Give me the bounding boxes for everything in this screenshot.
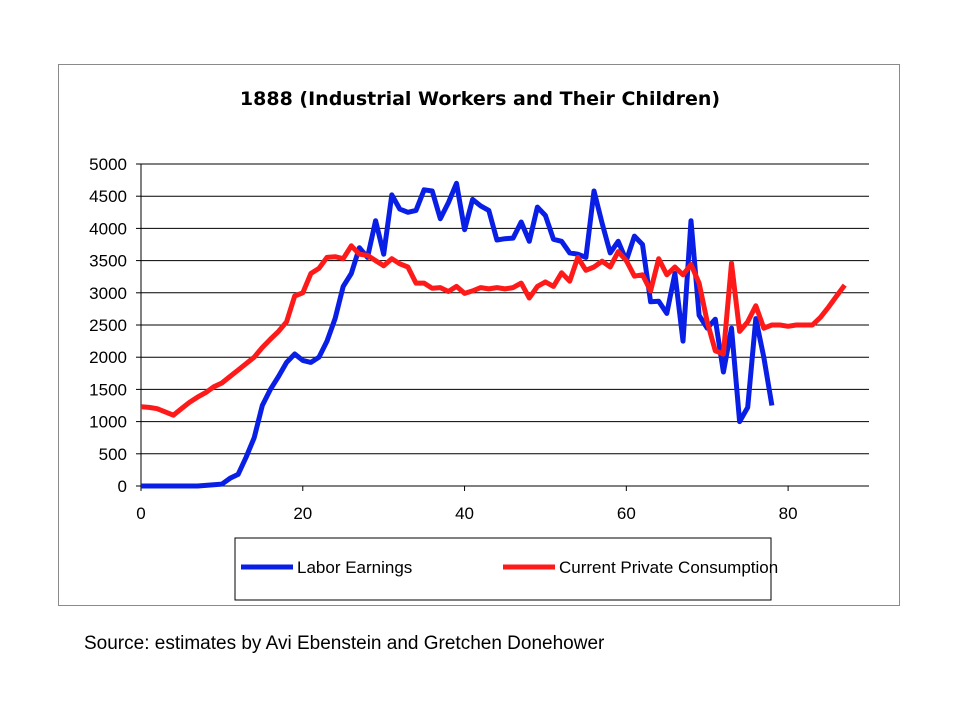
x-tick-labels: 0 20 40 60 80 <box>136 504 797 523</box>
line-chart: 1888 (Industrial Workers and Their Child… <box>89 88 869 601</box>
series-line-1 <box>141 180 775 489</box>
y-tick-label: 5000 <box>89 155 127 174</box>
x-tick-label: 0 <box>136 504 145 523</box>
x-tick-label: 20 <box>293 504 312 523</box>
chart-title: 1888 (Industrial Workers and Their Child… <box>240 88 720 110</box>
y-tick-label: 2500 <box>89 316 127 335</box>
x-tick-label: 80 <box>779 504 798 523</box>
y-tick-label: 1500 <box>89 380 127 399</box>
legend-label: Labor Earnings <box>297 558 412 577</box>
y-tick-labels: 0 500 1000 1500 2000 2500 3000 3500 4000 4500 5000 <box>89 155 127 496</box>
source-note: Source: estimates by Avi Ebenstein and G… <box>84 633 605 654</box>
series-lines <box>140 180 847 489</box>
chart-frame: 1888 (Industrial Workers and Their Child… <box>58 64 900 606</box>
axes <box>136 163 869 491</box>
y-tick-label: 500 <box>99 445 127 464</box>
y-tick-label: 4000 <box>89 219 127 238</box>
x-tick-label: 60 <box>617 504 636 523</box>
y-tick-label: 2000 <box>89 348 127 367</box>
y-tick-label: 3000 <box>89 284 127 303</box>
y-tick-label: 4500 <box>89 187 127 206</box>
legend: Labor Earnings Current Private Consumptio… <box>234 537 778 601</box>
gridlines <box>141 163 869 455</box>
x-tick-label: 40 <box>455 504 474 523</box>
y-tick-label: 0 <box>118 477 127 496</box>
series-line-2 <box>140 243 847 418</box>
y-tick-label: 3500 <box>89 252 127 271</box>
legend-label: Current Private Consumption <box>559 558 778 577</box>
y-tick-label: 1000 <box>89 413 127 432</box>
